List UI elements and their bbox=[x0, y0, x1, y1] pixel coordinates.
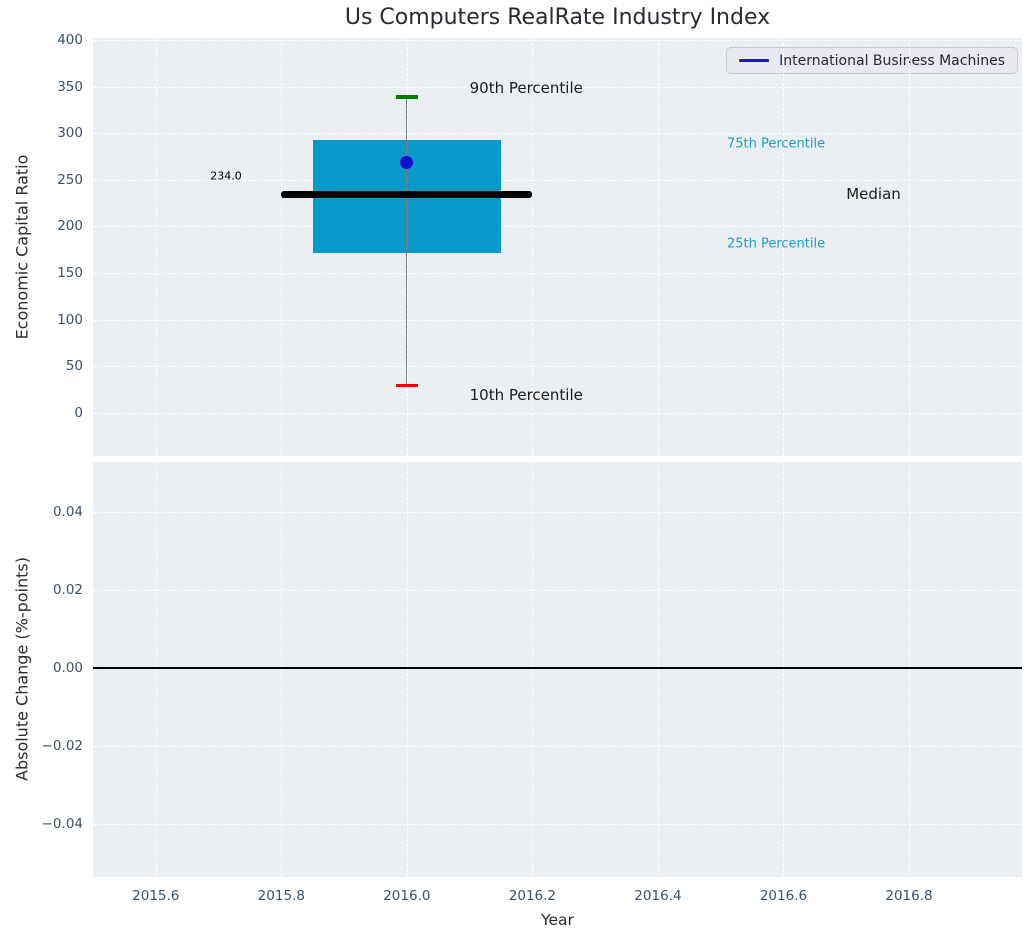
y-gridline bbox=[93, 366, 1022, 368]
x-gridline bbox=[406, 462, 408, 877]
legend-label: International Business Machines bbox=[779, 52, 1005, 69]
y-tick-label: 50 bbox=[65, 358, 83, 375]
x-gridline bbox=[532, 38, 534, 456]
x-tick-label: 2016.8 bbox=[885, 888, 933, 904]
p75-label: 75th Percentile bbox=[726, 136, 826, 152]
x-gridline bbox=[532, 462, 534, 877]
y-gridline bbox=[93, 39, 1022, 41]
cap-90th-percentile bbox=[395, 95, 418, 99]
y-tick-label: −0.02 bbox=[41, 737, 83, 754]
chart-title: Us Computers RealRate Industry Index bbox=[344, 5, 771, 30]
y-tick-label: 300 bbox=[57, 125, 83, 142]
y-tick-label: −0.04 bbox=[41, 815, 83, 832]
x-tick-label: 2016.6 bbox=[759, 888, 808, 904]
x-gridline bbox=[281, 38, 283, 456]
x-gridline bbox=[783, 38, 785, 456]
x-gridline bbox=[155, 462, 157, 877]
x-tick-label: 2016.4 bbox=[634, 888, 682, 904]
median-label: Median bbox=[846, 184, 901, 203]
zero-line bbox=[93, 666, 1022, 669]
y-gridline bbox=[93, 413, 1022, 415]
x-gridline bbox=[281, 462, 283, 877]
y-gridline bbox=[93, 179, 1022, 181]
y-tick-label: 400 bbox=[57, 31, 83, 48]
x-axis-label: Year bbox=[541, 911, 574, 929]
x-gridline bbox=[657, 462, 659, 877]
x-gridline bbox=[783, 462, 785, 877]
x-gridline bbox=[155, 38, 157, 456]
p90-label: 90th Percentile bbox=[469, 79, 583, 98]
y-gridline bbox=[93, 86, 1022, 88]
x-tick-label: 2015.8 bbox=[257, 888, 305, 904]
top-plot-area bbox=[93, 38, 1022, 456]
y-tick-label: 0.00 bbox=[52, 659, 83, 676]
legend: International Business Machines bbox=[726, 47, 1018, 74]
whisker-line bbox=[406, 96, 408, 386]
y-tick-label: 0 bbox=[74, 405, 83, 422]
y-gridline bbox=[93, 589, 1022, 591]
y-tick-label: 200 bbox=[57, 218, 83, 235]
x-tick-label: 2016.0 bbox=[383, 888, 431, 904]
y-gridline bbox=[93, 319, 1022, 321]
y-gridline bbox=[93, 226, 1022, 228]
y-tick-label: 250 bbox=[57, 171, 83, 188]
y-gridline bbox=[93, 745, 1022, 747]
x-gridline bbox=[909, 38, 910, 456]
y-gridline bbox=[93, 273, 1022, 275]
company-value-dot bbox=[400, 155, 414, 169]
x-gridline bbox=[657, 38, 659, 456]
p25-label: 25th Percentile bbox=[726, 236, 826, 252]
y-tick-label: 0.02 bbox=[52, 581, 83, 598]
y-gridline bbox=[93, 823, 1022, 825]
y-tick-label: 350 bbox=[57, 78, 83, 95]
y-tick-label: 0.04 bbox=[52, 503, 83, 520]
median-line bbox=[281, 191, 533, 199]
x-tick-label: 2015.6 bbox=[132, 888, 180, 904]
x-gridline bbox=[909, 462, 910, 877]
y-tick-label: 100 bbox=[57, 311, 83, 328]
legend-line-sample bbox=[739, 59, 770, 62]
x-tick-label: 2016.2 bbox=[508, 888, 557, 904]
cap-10th-percentile bbox=[395, 383, 418, 388]
y-gridline bbox=[93, 133, 1022, 135]
bottom-plot-area bbox=[93, 462, 1022, 877]
median-value-label: 234.0 bbox=[210, 169, 242, 183]
p10-label: 10th Percentile bbox=[469, 386, 583, 405]
y-tick-label: 150 bbox=[57, 265, 83, 282]
y-gridline bbox=[93, 511, 1022, 513]
